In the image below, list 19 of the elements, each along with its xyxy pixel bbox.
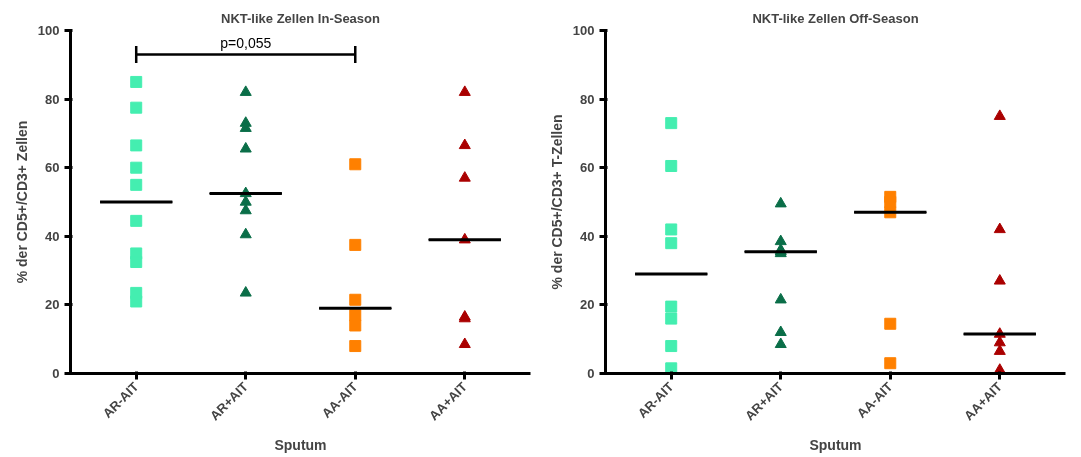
annotation: p=0,055 — [220, 35, 272, 52]
x-axis-title: Sputum — [274, 436, 327, 453]
y-tick-label: 20 — [580, 297, 595, 313]
chart-title: NKT-like Zellen Off-Season — [752, 10, 919, 26]
y-tick-label: 40 — [45, 228, 60, 244]
y-tick-label: 0 — [52, 366, 60, 381]
y-tick-label: 100 — [37, 23, 60, 38]
y-tick-label: 80 — [45, 91, 60, 107]
y-tick-label: 0 — [587, 366, 595, 381]
y-tick-label: 60 — [580, 160, 595, 176]
chart-title: NKT-like Zellen In-Season — [221, 10, 381, 26]
y-tick-label: 60 — [45, 160, 60, 176]
y-tick-label: 100 — [572, 23, 595, 38]
y-tick-label: 40 — [580, 228, 595, 244]
y-tick-label: 20 — [45, 297, 60, 313]
x-axis-title: Sputum — [809, 436, 862, 453]
y-axis-title: % der CD5+/CD3+ Zellen — [13, 120, 30, 284]
y-axis-title: % der CD5+/CD3+ T-Zellen — [548, 114, 565, 290]
y-tick-label: 80 — [580, 91, 595, 107]
